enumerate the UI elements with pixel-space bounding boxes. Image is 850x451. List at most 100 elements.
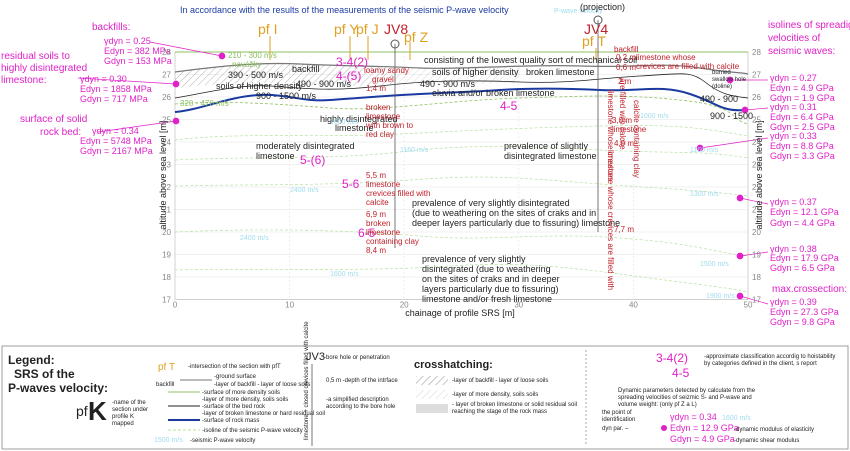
label: limestone + closed crevices filled with …	[304, 321, 310, 440]
label: Gdyn = 9.8 GPa	[770, 317, 835, 327]
label: dyn par. –	[602, 426, 629, 432]
label: 1500 m/s	[154, 437, 183, 444]
y-tick-label: 18	[752, 273, 761, 282]
y-tick-label: 19	[752, 251, 761, 260]
label: γdyn = 0.37	[770, 197, 817, 207]
label: crevices are filled with calcite	[636, 62, 740, 71]
shape	[739, 197, 769, 205]
label: 4-5	[672, 366, 690, 380]
label: prevalence of very slightly disintegrate…	[412, 198, 570, 208]
label: γdyn = 0.39	[770, 297, 817, 307]
label: 2400 m/s	[240, 235, 269, 242]
label: P-waves velocity:	[8, 381, 108, 395]
label: γdyn = 0.30	[80, 74, 127, 84]
label: 4-(5)	[336, 69, 361, 83]
label: 1900 m/s	[706, 293, 735, 300]
label: section under	[112, 407, 148, 413]
label: 0,6 m	[616, 63, 636, 72]
label: limestone	[256, 151, 295, 161]
label: consisting of the lowest quality sort of…	[424, 55, 637, 65]
backfill-layer	[175, 63, 392, 88]
label: limestone whose crevices	[606, 90, 615, 181]
label: crevices filled with	[366, 189, 430, 198]
label: Edyn = 1858 MPa	[80, 84, 152, 94]
shape	[661, 425, 667, 431]
label: -layer of more density, soils soils	[452, 392, 538, 398]
label: Gdyn = 153 MPa	[104, 56, 172, 66]
label: JV4	[584, 21, 608, 37]
label: γdyn = 0.38	[770, 244, 817, 254]
label: 1,4 m	[366, 84, 386, 93]
label: according to the bore hole	[326, 404, 396, 410]
label: -isoline of the seismic P-wave velocity	[202, 428, 303, 434]
shape	[149, 41, 223, 57]
label: disintegrated (due to weathering	[422, 264, 551, 274]
shape	[77, 77, 177, 85]
label: -name of the	[112, 400, 146, 406]
y-tick-label: 21	[162, 206, 171, 215]
label: 3,0 m	[612, 116, 632, 125]
label: -intersection of the section with pfT	[188, 364, 281, 370]
label: broken	[366, 103, 390, 112]
label: γdyn = 0.34	[92, 126, 139, 136]
y-tick-label: 28	[162, 48, 171, 57]
y-tick-label: 22	[752, 183, 761, 192]
label: navážky	[232, 60, 261, 69]
label: 2400 m/s	[290, 187, 319, 194]
label: soils of higher density	[216, 81, 303, 91]
bedrock-surface	[174, 73, 749, 99]
label: -layer of more density, soils soils	[202, 397, 288, 403]
label: limestone whose crevices are filled with	[606, 150, 615, 290]
label: Gdyn = 4.4 GPa	[770, 218, 835, 228]
label: pf T	[158, 362, 175, 373]
isoline	[174, 229, 749, 257]
label: 490 - 900 m/s	[420, 79, 476, 89]
label: -approximate classification accordig to …	[704, 354, 835, 360]
isoline	[174, 95, 749, 125]
label: limestone:	[1, 75, 47, 86]
label: -surface of more density soils	[202, 390, 280, 396]
label: deeper layers particularly due to fissur…	[412, 218, 620, 228]
label: highly disintegrated	[320, 114, 398, 124]
label: (doline)	[712, 84, 732, 90]
label: -ground surface	[214, 374, 257, 380]
label: 900 - 1500	[710, 111, 753, 121]
isoline	[174, 146, 749, 161]
label: soils of higher density	[432, 67, 519, 77]
label: with brown to	[365, 121, 414, 130]
label: Edyn = 12.1 GPa	[770, 207, 839, 217]
label: spreading velocities of seizmic S- and P…	[618, 395, 752, 401]
y-tick-label: 17	[162, 296, 171, 305]
y-tick-label: 26	[752, 93, 761, 102]
label: backfill	[156, 382, 174, 388]
label: 1600 m/s	[330, 271, 359, 278]
label: 490 - 900	[700, 94, 738, 104]
label: 210 - 300 m/s	[228, 51, 277, 60]
label: 900 - 1500 m/s	[256, 91, 317, 101]
label: on the sites of craks and in deeper	[422, 274, 560, 284]
label: 4,0 m	[614, 139, 634, 148]
label: limestone whose	[636, 53, 696, 62]
label: residual soils to	[1, 51, 70, 62]
label: 1300 m/s	[690, 191, 719, 198]
label: Gdyn = 6.5 GPa	[770, 263, 835, 273]
borehole-head	[390, 39, 400, 49]
label: 1600 m/s	[722, 415, 751, 422]
y-tick-label: 27	[162, 71, 171, 80]
label: crosshatching:	[414, 359, 493, 371]
y-tick-label: 24	[752, 138, 761, 147]
label: seismic waves:	[768, 46, 835, 57]
x-tick-label: 50	[744, 301, 753, 310]
label: 7,7 m	[614, 225, 634, 234]
label: by categories defined in the client, s r…	[704, 361, 817, 367]
y-tick-label: 27	[752, 71, 761, 80]
borehole-head	[593, 15, 603, 25]
label: red clay	[366, 130, 394, 139]
label: prevalence of slightly	[504, 141, 589, 151]
label: pf Y	[334, 21, 359, 37]
label: prevalence of very slightly	[422, 254, 526, 264]
label: 490 - 900 m/s	[296, 79, 352, 89]
label: Dynamic parameters detected by calculate…	[618, 388, 756, 394]
label: max.crossection:	[772, 284, 847, 295]
label: velocities of	[768, 33, 820, 44]
